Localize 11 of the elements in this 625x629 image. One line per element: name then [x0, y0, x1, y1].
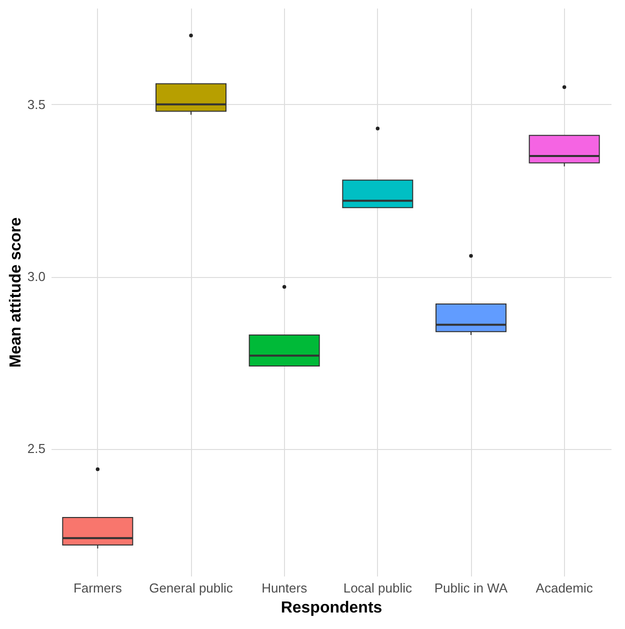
- y-tick-label: 3.5: [27, 96, 46, 112]
- x-tick-label: Local public: [343, 580, 412, 596]
- x-tick-label: Academic: [536, 580, 594, 596]
- x-tick-label: General public: [149, 580, 234, 596]
- y-tick-label: 2.5: [27, 441, 46, 456]
- y-tick-label: 3.0: [27, 269, 46, 284]
- x-axis-title: Respondents: [280, 600, 382, 616]
- y-axis-title: Mean attitude score: [7, 217, 24, 368]
- x-tick-label: Public in WA: [434, 580, 508, 596]
- x-tick-label: Hunters: [262, 580, 308, 596]
- x-tick-label: Farmers: [73, 580, 122, 596]
